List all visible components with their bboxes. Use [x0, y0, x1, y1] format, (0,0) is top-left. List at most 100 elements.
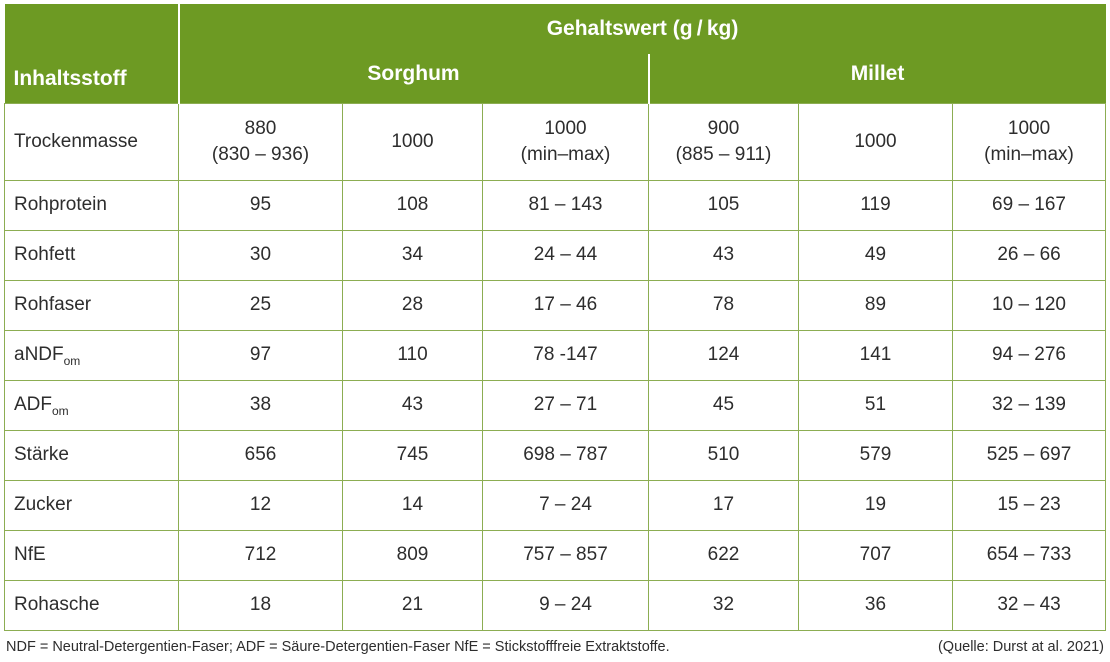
- table-row: aNDFom 97 110 78 -147 124 141 94 – 276: [4, 329, 1107, 381]
- row-label-text: NfE: [14, 544, 46, 565]
- table-cell: 69 – 167: [951, 179, 1107, 231]
- table-cell: 707: [798, 529, 953, 581]
- row-label-subscript: om: [52, 403, 69, 418]
- table-row: Rohasche 18 21 9 – 24 32 36 32 – 43: [4, 579, 1107, 631]
- table-cell: 1000 (min–max): [951, 102, 1107, 181]
- row-label: ADFom: [4, 379, 179, 431]
- table-footnote: NDF = Neutral-Detergentien-Faser; ADF = …: [4, 631, 1105, 655]
- table-cell: 81 – 143: [482, 179, 649, 231]
- table-cell: 26 – 66: [951, 229, 1107, 281]
- nutrient-table: Inhaltsstoff Gehaltswert (g / kg) Sorghu…: [4, 4, 1107, 631]
- table-cell: 36: [798, 579, 953, 631]
- table-cell: 17 – 46: [482, 279, 649, 331]
- table-cell: 24 – 44: [482, 229, 649, 281]
- row-label-text: Rohasche: [14, 594, 100, 615]
- table-cell: 1000: [798, 102, 953, 181]
- table-cell: 17: [648, 479, 799, 531]
- table-cell: 95: [178, 179, 343, 231]
- table-cell: 656: [178, 429, 343, 481]
- row-label: aNDFom: [4, 329, 179, 381]
- table-cell: 1000 (min–max): [482, 102, 649, 181]
- row-label-text: Rohprotein: [14, 194, 107, 215]
- table-cell: 14: [342, 479, 483, 531]
- table-row: Rohfaser 25 28 17 – 46 78 89 10 – 120: [4, 279, 1107, 331]
- table-cell: 32 – 139: [951, 379, 1107, 431]
- table-row: ADFom 38 43 27 – 71 45 51 32 – 139: [4, 379, 1107, 431]
- table-cell: 78: [648, 279, 799, 331]
- table-cell: 712: [178, 529, 343, 581]
- column-group-sorghum: Sorghum: [178, 54, 650, 103]
- table-cell: 21: [342, 579, 483, 631]
- row-label: Rohfaser: [4, 279, 179, 331]
- table-cell: 654 – 733: [951, 529, 1107, 581]
- table-cell: 622: [648, 529, 799, 581]
- row-label-subscript: om: [63, 353, 81, 368]
- table-cell: 141: [798, 329, 953, 381]
- row-label-text: Zucker: [14, 494, 73, 515]
- column-header-gehaltswert: Gehaltswert (g / kg): [178, 4, 1106, 54]
- table-cell: 12: [178, 479, 343, 531]
- table-cell: 10 – 120: [951, 279, 1107, 331]
- table-cell: 43: [648, 229, 799, 281]
- table-cell: 119: [798, 179, 953, 231]
- table-header: Inhaltsstoff Gehaltswert (g / kg) Sorghu…: [4, 4, 1106, 103]
- table-cell: 19: [798, 479, 953, 531]
- row-label-text: Trockenmasse: [14, 130, 138, 152]
- table-row: Rohprotein 95 108 81 – 143 105 119 69 – 167: [4, 179, 1107, 231]
- table-cell: 94 – 276: [951, 329, 1107, 381]
- table-cell: 28: [342, 279, 483, 331]
- column-header-inhaltsstoff: Inhaltsstoff: [4, 4, 180, 103]
- table-cell: 880 (830 – 936): [178, 102, 343, 181]
- table-cell: 18: [178, 579, 343, 631]
- table-cell: 38: [178, 379, 343, 431]
- source-citation: (Quelle: Durst at al. 2021): [937, 638, 1104, 655]
- row-label: Zucker: [4, 479, 179, 531]
- table-cell: 49: [798, 229, 953, 281]
- table-cell: 45: [648, 379, 799, 431]
- column-group-millet: Millet: [648, 54, 1106, 103]
- table-cell: 757 – 857: [482, 529, 649, 581]
- table-row: Zucker 12 14 7 – 24 17 19 15 – 23: [4, 479, 1107, 531]
- table-cell: 745: [342, 429, 483, 481]
- table-cell: 900 (885 – 911): [648, 102, 799, 181]
- header-row-top: Inhaltsstoff Gehaltswert (g / kg): [4, 4, 1106, 103]
- table-cell: 15 – 23: [951, 479, 1107, 531]
- table-cell: 108: [342, 179, 483, 231]
- row-label: Rohfett: [4, 229, 179, 281]
- table-cell: 32: [648, 579, 799, 631]
- table-cell: 579: [798, 429, 953, 481]
- table-cell: 43: [342, 379, 483, 431]
- table-cell: 25: [178, 279, 343, 331]
- row-label-text: ADF: [14, 394, 52, 415]
- row-label: Trockenmasse: [4, 102, 179, 181]
- table-cell: 110: [342, 329, 483, 381]
- table-cell: 32 – 43: [951, 579, 1107, 631]
- row-label: Stärke: [4, 429, 179, 481]
- table-cell: 525 – 697: [951, 429, 1107, 481]
- table-cell: 1000: [342, 102, 483, 181]
- row-label: Rohasche: [4, 579, 179, 631]
- table-cell: 51: [798, 379, 953, 431]
- table-cell: 105: [648, 179, 799, 231]
- table-row: NfE 712 809 757 – 857 622 707 654 – 733: [4, 529, 1107, 581]
- table-cell: 698 – 787: [482, 429, 649, 481]
- row-label: Rohprotein: [4, 179, 179, 231]
- table-cell: 9 – 24: [482, 579, 649, 631]
- table-row: Rohfett 30 34 24 – 44 43 49 26 – 66: [4, 229, 1107, 281]
- table-cell: 97: [178, 329, 343, 381]
- table-cell: 30: [178, 229, 343, 281]
- table-row: Stärke 656 745 698 – 787 510 579 525 – 697: [4, 429, 1107, 481]
- table-cell: 34: [342, 229, 483, 281]
- row-label: NfE: [4, 529, 179, 581]
- table-cell: 809: [342, 529, 483, 581]
- row-label-text: Stärke: [14, 444, 69, 465]
- table-row: Trockenmasse 880 (830 – 936) 1000 1000 (min…: [4, 102, 1107, 181]
- row-label-text: aNDF: [14, 344, 64, 365]
- table-cell: 78 -147: [482, 329, 649, 381]
- header-row-groups: Sorghum Millet: [5, 54, 1106, 103]
- abbreviation-note: NDF = Neutral-Detergentien-Faser; ADF = …: [6, 638, 670, 655]
- table-cell: 27 – 71: [482, 379, 649, 431]
- table-cell: 510: [648, 429, 799, 481]
- table-cell: 7 – 24: [482, 479, 649, 531]
